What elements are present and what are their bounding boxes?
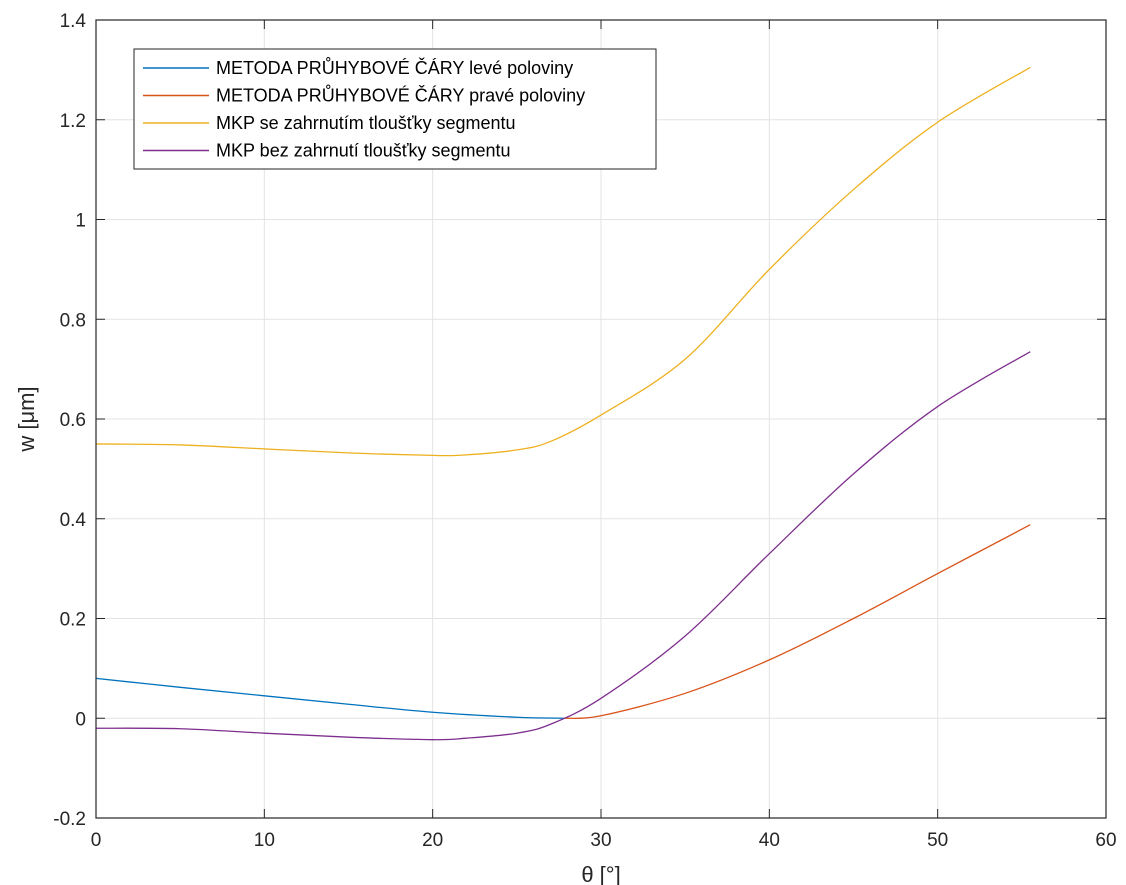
- y-tick-label: 1: [75, 211, 86, 232]
- series-line-4: [95, 351, 1031, 741]
- x-tick-label: 20: [422, 830, 443, 851]
- x-tick-label: 0: [91, 830, 102, 851]
- x-axis-label: θ [°]: [581, 862, 620, 885]
- legend-item: MKP bez zahrnutí tloušťky segmentu: [143, 141, 511, 161]
- series-line-2: [563, 524, 1031, 720]
- y-axis-label: w [μm]: [14, 386, 39, 452]
- legend-label: MKP se zahrnutím tloušťky segmentu: [216, 113, 516, 133]
- x-tick-label: 60: [1095, 830, 1116, 851]
- legend-label: METODA PRŮHYBOVÉ ČÁRY pravé poloviny: [216, 85, 585, 106]
- legend-box: [133, 48, 657, 170]
- x-tick-label: 10: [254, 830, 275, 851]
- y-tick-label: 0: [75, 709, 86, 730]
- y-tick-label: 0.2: [60, 610, 86, 631]
- y-tick-label: 0.8: [60, 310, 86, 331]
- y-tick-label: 1.4: [60, 11, 87, 32]
- legend: METODA PRŮHYBOVÉ ČÁRY levé poloviny METOD…: [133, 48, 657, 170]
- legend-label: MKP bez zahrnutí tloušťky segmentu: [216, 141, 511, 161]
- series-line-3: [95, 66, 1031, 457]
- legend-item: MKP se zahrnutím tloušťky segmentu: [143, 113, 516, 133]
- y-tick-label: 0.6: [60, 410, 86, 431]
- legend-item: METODA PRŮHYBOVÉ ČÁRY pravé poloviny: [143, 85, 585, 106]
- x-tick-label: 40: [759, 830, 780, 851]
- x-tick-label: 30: [590, 830, 611, 851]
- axis-ticks: [95, 19, 1107, 819]
- legend-item: METODA PRŮHYBOVÉ ČÁRY levé poloviny: [143, 57, 573, 78]
- y-tick-label: 0.4: [60, 510, 87, 531]
- series-lines: [95, 66, 1031, 741]
- legend-label: METODA PRŮHYBOVÉ ČÁRY levé poloviny: [216, 57, 573, 78]
- y-tick-label: 1.2: [60, 111, 86, 132]
- x-tick-label: 50: [927, 830, 948, 851]
- tick-labels: 0 10 20 30 40 50 60-0.200.20.40.60.811.21.4: [53, 11, 1116, 851]
- y-tick-label: -0.2: [53, 809, 86, 830]
- series-line-1: [95, 677, 564, 719]
